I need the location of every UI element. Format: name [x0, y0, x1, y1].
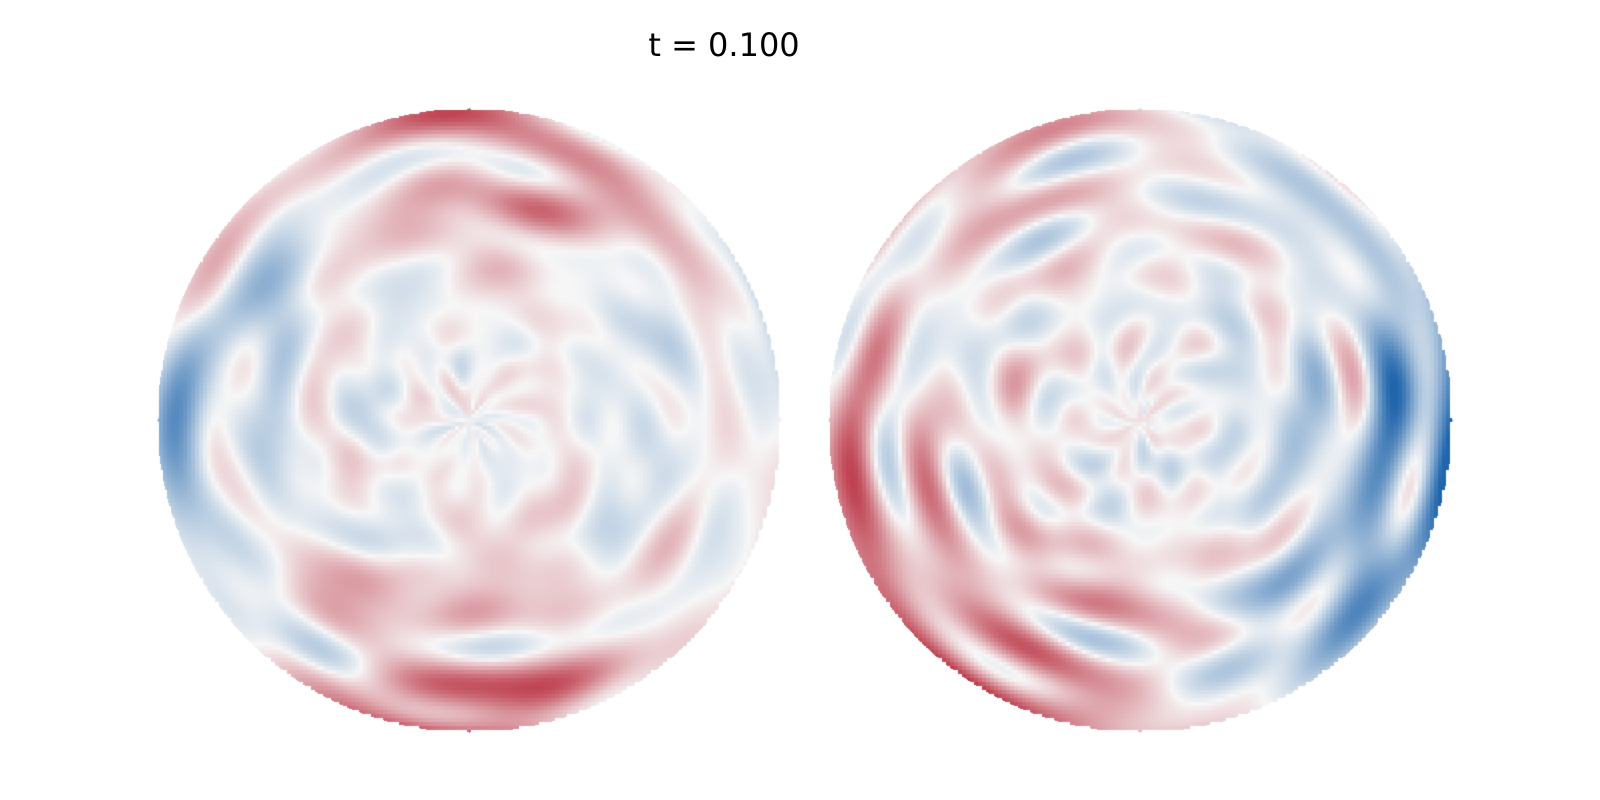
left-sphere-view: [155, 106, 783, 734]
left-field-canvas: [155, 106, 783, 734]
right-sphere-view: [826, 106, 1454, 734]
time-label: t = 0.100: [648, 26, 800, 64]
right-field-canvas: [826, 106, 1454, 734]
